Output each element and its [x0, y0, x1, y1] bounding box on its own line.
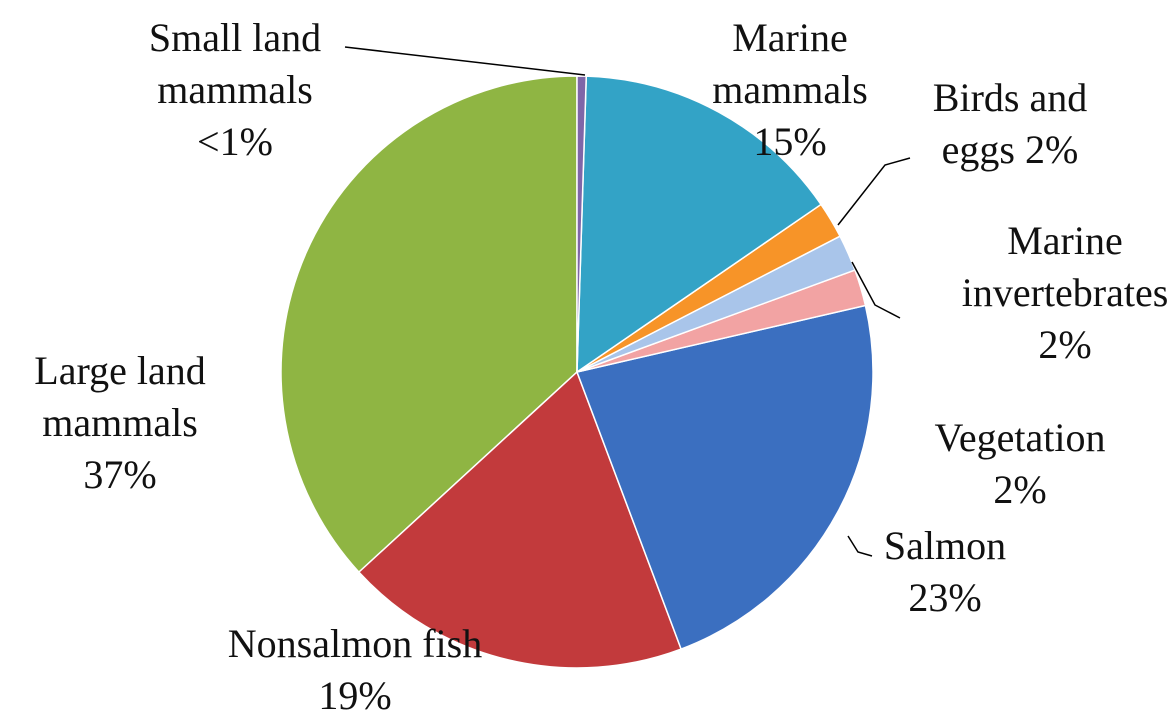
category-name: Marine invertebrates: [961, 218, 1169, 315]
pie-slice: [575, 304, 874, 651]
category-name: Vegetation: [934, 415, 1106, 460]
value-label: 2%: [993, 467, 1047, 512]
category-name: Salmon: [883, 523, 1007, 568]
pie-slice: [357, 370, 683, 669]
leader-line: [344, 46, 586, 76]
slice-label: Large land mammals 37%: [0, 345, 240, 501]
pie-slice: [576, 75, 823, 374]
value-label: 15%: [753, 119, 827, 164]
pie-slice: [280, 75, 578, 574]
leader-line: [847, 535, 873, 557]
category-name: Small land mammals: [148, 15, 322, 112]
slice-label: Nonsalmon fish 19%: [225, 618, 485, 722]
slice-label: Small land mammals <1%: [105, 12, 365, 168]
value-label: <1%: [197, 119, 273, 164]
value-label: 37%: [83, 452, 157, 497]
slice-label: Salmon 23%: [865, 520, 1025, 624]
value-label: 19%: [318, 673, 392, 718]
category-name: Birds and eggs: [932, 75, 1088, 172]
category-name: Marine mammals: [712, 15, 868, 112]
leader-line: [851, 261, 901, 319]
value-label: 2%: [1025, 127, 1079, 172]
slice-label: Marine mammals 15%: [690, 12, 890, 168]
slice-label: Birds and eggs 2%: [900, 72, 1120, 176]
slice-label: Vegetation 2%: [910, 412, 1130, 516]
category-name: Nonsalmon fish: [227, 621, 483, 666]
pie-slice: [576, 75, 588, 373]
leader-line: [837, 157, 911, 226]
value-label: 2%: [1038, 322, 1092, 367]
category-name: Large land mammals: [34, 348, 206, 445]
slice-label: Marine invertebrates 2%: [920, 215, 1176, 371]
value-label: 23%: [908, 575, 982, 620]
